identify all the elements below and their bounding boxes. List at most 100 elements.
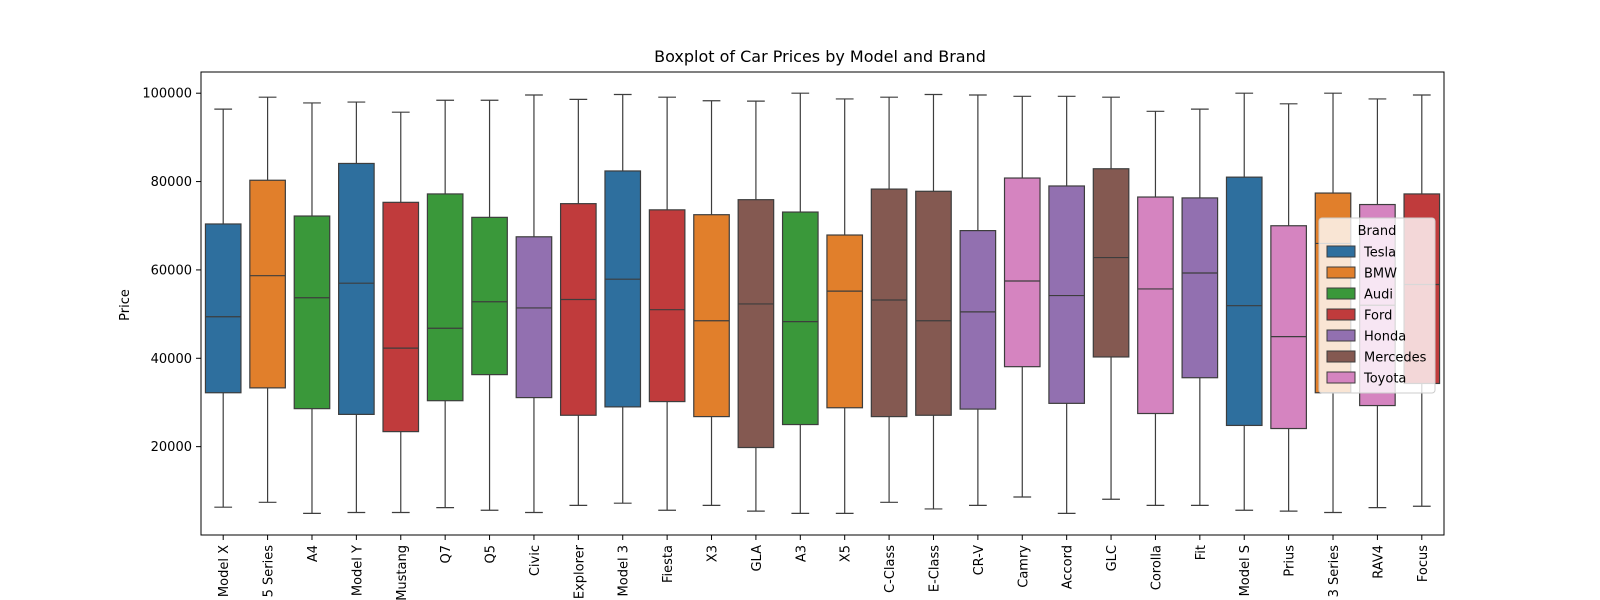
legend-swatch — [1326, 245, 1356, 258]
iqr-box — [1048, 185, 1086, 404]
plot-area — [204, 92, 1441, 514]
legend-label: Tesla — [1363, 246, 1396, 261]
iqr-box — [1003, 177, 1041, 368]
iqr-box — [338, 162, 375, 415]
iqr-box — [1270, 225, 1307, 430]
x-tick-label: C-Class — [883, 545, 898, 593]
iqr-box — [870, 188, 908, 418]
legend-label: Honda — [1364, 330, 1406, 345]
x-tick-label: Model Y — [350, 545, 365, 596]
iqr-box — [1092, 168, 1130, 358]
x-tick-label: Civic — [528, 545, 543, 576]
box-mustang — [382, 111, 420, 514]
y-tick-label: 80000 — [151, 175, 192, 190]
box-c-class — [870, 96, 908, 503]
x-axis: Model X 5 Series A4 Model Y Mustang Q7 Q5 Civic… — [217, 535, 1431, 600]
x-tick-label: RAV4 — [1371, 545, 1386, 579]
box-camry — [1003, 95, 1041, 498]
y-tick-label: 40000 — [151, 352, 192, 367]
box-x3 — [693, 100, 730, 506]
x-tick-label: Q5 — [484, 545, 499, 564]
iqr-box — [382, 201, 420, 433]
x-tick-label: X3 — [706, 545, 721, 562]
iqr-box — [515, 236, 553, 399]
box-civic — [515, 94, 553, 514]
box-a3 — [781, 92, 819, 514]
legend-swatch — [1326, 371, 1356, 384]
x-tick-label: Model 3 — [617, 545, 632, 596]
iqr-box — [293, 215, 331, 410]
box-model-x — [204, 108, 242, 508]
iqr-box — [1225, 176, 1263, 427]
box-x5 — [826, 98, 864, 514]
box-a4 — [293, 102, 331, 514]
box-5-series — [249, 96, 286, 503]
box-cr-v — [959, 94, 997, 506]
iqr-box — [826, 234, 864, 409]
x-tick-label: E-Class — [927, 545, 942, 592]
x-tick-label: Fiesta — [661, 545, 676, 583]
y-axis: 20000 40000 60000 80000 100000 — [142, 87, 201, 455]
box-fit — [1181, 108, 1219, 506]
iqr-box — [781, 211, 819, 426]
box-model-y — [338, 101, 375, 514]
x-tick-label: GLA — [750, 545, 765, 572]
legend-swatch — [1326, 350, 1356, 363]
legend-swatch — [1326, 266, 1356, 279]
x-tick-label: X5 — [839, 545, 854, 562]
x-tick-label: Camry — [1016, 545, 1031, 588]
box-accord — [1048, 95, 1086, 514]
y-tick-label: 60000 — [151, 263, 192, 278]
y-tick-label: 100000 — [142, 87, 192, 102]
iqr-box — [1181, 197, 1219, 379]
iqr-box — [426, 193, 464, 402]
iqr-box — [915, 190, 952, 416]
box-q5 — [471, 99, 508, 511]
box-glc — [1092, 96, 1130, 500]
box-prius — [1270, 103, 1307, 512]
x-tick-label: GLC — [1105, 545, 1120, 571]
legend-frame — [1318, 217, 1436, 394]
x-tick-label: Mustang — [395, 545, 410, 600]
legend-label: Mercedes — [1364, 351, 1427, 366]
box-e-class — [915, 93, 952, 510]
legend-label: BMW — [1364, 267, 1397, 282]
box-explorer — [559, 98, 597, 506]
y-axis-label: Price — [118, 289, 133, 321]
x-tick-label: Model S — [1238, 545, 1253, 596]
x-tick-label: Model X — [217, 545, 232, 597]
x-tick-label: Focus — [1416, 545, 1431, 582]
iqr-box — [1137, 196, 1174, 415]
x-tick-label: Accord — [1061, 545, 1076, 589]
box-fiesta — [648, 96, 686, 511]
legend-label: Audi — [1364, 288, 1393, 303]
legend-label: Toyota — [1363, 372, 1406, 387]
iqr-box — [249, 179, 286, 389]
box-q7 — [426, 99, 464, 509]
iqr-box — [559, 203, 597, 416]
x-tick-label: A3 — [794, 545, 809, 562]
box-model-s — [1225, 92, 1263, 511]
legend-swatch — [1326, 329, 1356, 342]
x-tick-label: Prius — [1283, 545, 1298, 577]
x-tick-label: 3 Series — [1327, 545, 1342, 598]
x-tick-label: CR-V — [972, 545, 987, 576]
iqr-box — [604, 170, 642, 408]
x-tick-label: Q7 — [439, 545, 454, 564]
iqr-box — [737, 199, 775, 449]
box-model-3 — [604, 93, 642, 504]
iqr-box — [959, 230, 997, 410]
iqr-box — [648, 209, 686, 403]
legend-swatch — [1326, 287, 1356, 300]
y-tick-label: 20000 — [151, 440, 192, 455]
box-gla — [737, 100, 775, 512]
x-tick-label: Explorer — [572, 544, 587, 599]
axes-frame — [200, 71, 1445, 536]
box-corolla — [1137, 110, 1174, 506]
x-tick-label: 5 Series — [262, 545, 277, 598]
x-tick-label: A4 — [306, 545, 321, 562]
iqr-box — [471, 216, 508, 376]
x-tick-label: Corolla — [1149, 545, 1164, 590]
